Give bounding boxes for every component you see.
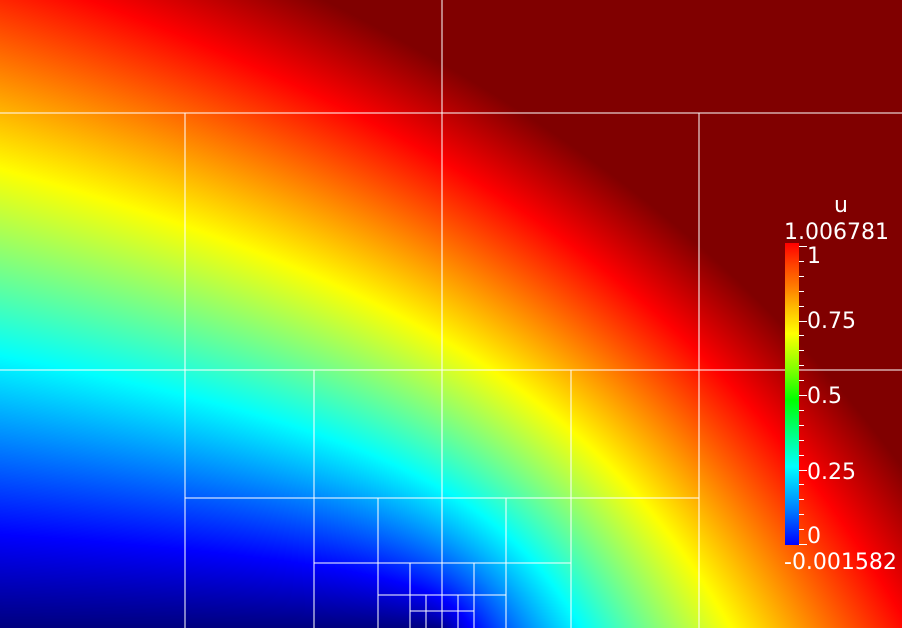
solution-field-plot (0, 0, 902, 628)
render-viewport[interactable] (0, 0, 902, 628)
adaptive-mesh-grid (0, 0, 902, 628)
